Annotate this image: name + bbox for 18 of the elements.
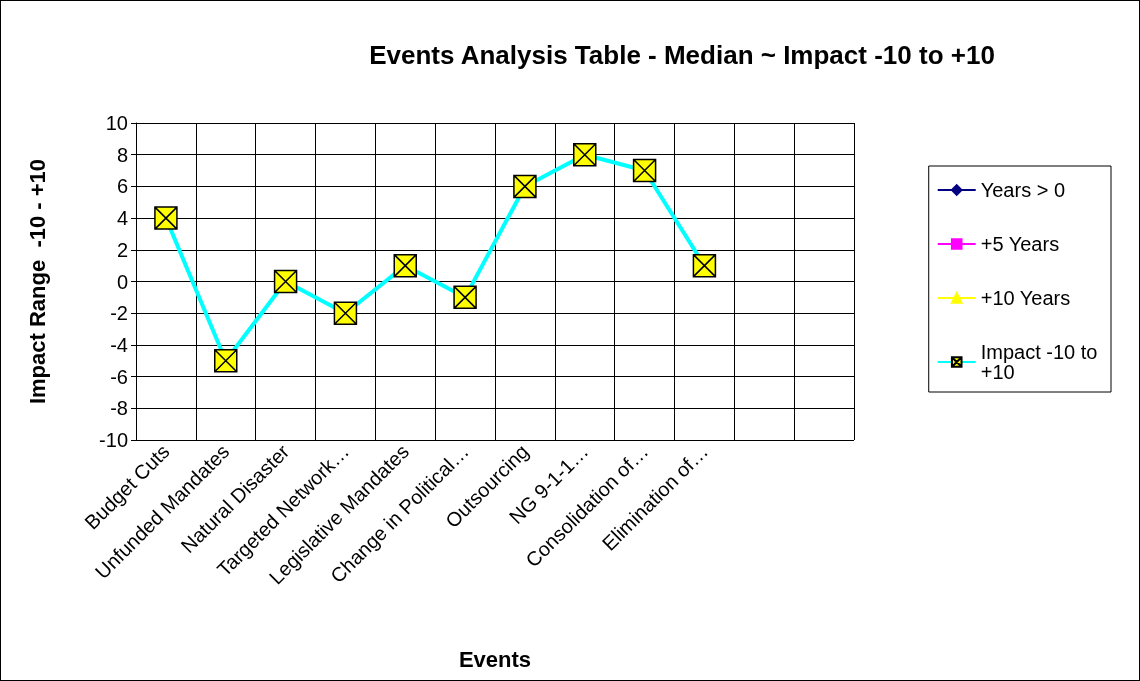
y-tick-label: 0 xyxy=(116,270,128,293)
legend-label: Years > 0 xyxy=(980,179,1066,201)
y-tick-label: 6 xyxy=(116,175,128,198)
y-tick-label: 10 xyxy=(105,112,128,134)
y-tick-label: -10 xyxy=(99,429,128,451)
legend-label: Impact -10 to +10 xyxy=(980,341,1104,383)
y-tick-label: -2 xyxy=(110,302,128,325)
y-axis-title: Impact Range -10 - +10 xyxy=(24,158,50,405)
legend-label: +10 Years xyxy=(980,287,1071,309)
chart-title: Events Analysis Table - Median ~ Impact -10 to +10 xyxy=(369,40,995,70)
y-tick-label: -8 xyxy=(110,397,128,420)
x-axis-title: Events xyxy=(458,646,532,672)
y-tick-label: 4 xyxy=(116,207,128,230)
y-tick-label: 2 xyxy=(116,238,128,261)
legend-label: +5 Years xyxy=(980,233,1060,255)
y-tick-label: -4 xyxy=(110,333,128,356)
y-tick-label: 8 xyxy=(116,143,128,166)
y-tick-label: -6 xyxy=(110,365,128,388)
